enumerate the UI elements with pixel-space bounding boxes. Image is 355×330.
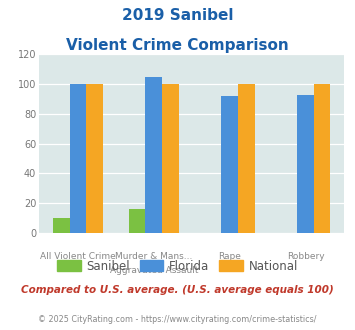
Bar <box>86 84 103 233</box>
Bar <box>162 84 179 233</box>
Bar <box>53 218 70 233</box>
Text: Murder & Mans...: Murder & Mans... <box>115 252 192 261</box>
Text: Rape: Rape <box>218 252 241 261</box>
Legend: Sanibel, Florida, National: Sanibel, Florida, National <box>53 255 302 278</box>
Bar <box>146 77 162 233</box>
Text: Robbery: Robbery <box>286 252 324 261</box>
Bar <box>70 84 86 233</box>
Text: All Violent Crime: All Violent Crime <box>40 252 116 261</box>
Text: © 2025 CityRating.com - https://www.cityrating.com/crime-statistics/: © 2025 CityRating.com - https://www.city… <box>38 315 317 324</box>
Bar <box>297 94 314 233</box>
Bar <box>129 209 146 233</box>
Text: 2019 Sanibel: 2019 Sanibel <box>122 8 233 23</box>
Bar <box>238 84 255 233</box>
Text: Aggravated Assault: Aggravated Assault <box>110 266 198 275</box>
Bar <box>221 96 238 233</box>
Text: Compared to U.S. average. (U.S. average equals 100): Compared to U.S. average. (U.S. average … <box>21 285 334 295</box>
Bar <box>314 84 331 233</box>
Text: Violent Crime Comparison: Violent Crime Comparison <box>66 38 289 53</box>
